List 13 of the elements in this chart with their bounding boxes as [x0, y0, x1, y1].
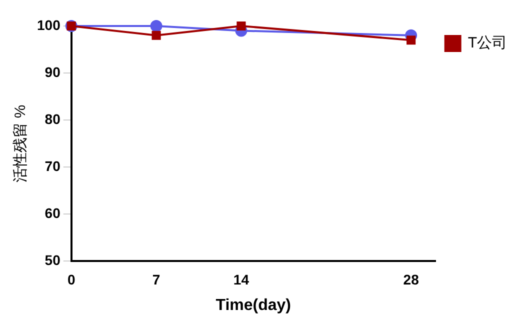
x-tick-label: 14	[233, 271, 250, 288]
legend-label: T公司	[468, 34, 508, 52]
x-tick-label: 28	[403, 271, 420, 288]
y-tick-label: 90	[44, 64, 61, 80]
y-axis-title: 活性残留 %	[12, 104, 30, 182]
y-tick-label: 60	[44, 204, 61, 221]
x-tick-label: 0	[67, 271, 76, 288]
y-tick-label: 80	[44, 110, 61, 127]
y-tick-label: 70	[44, 158, 61, 174]
y-tick-label: 50	[44, 252, 61, 268]
x-axis-title: Time(day)	[216, 296, 291, 314]
x-tick-label: 7	[152, 271, 160, 288]
y-tick-label: 100	[37, 16, 61, 33]
